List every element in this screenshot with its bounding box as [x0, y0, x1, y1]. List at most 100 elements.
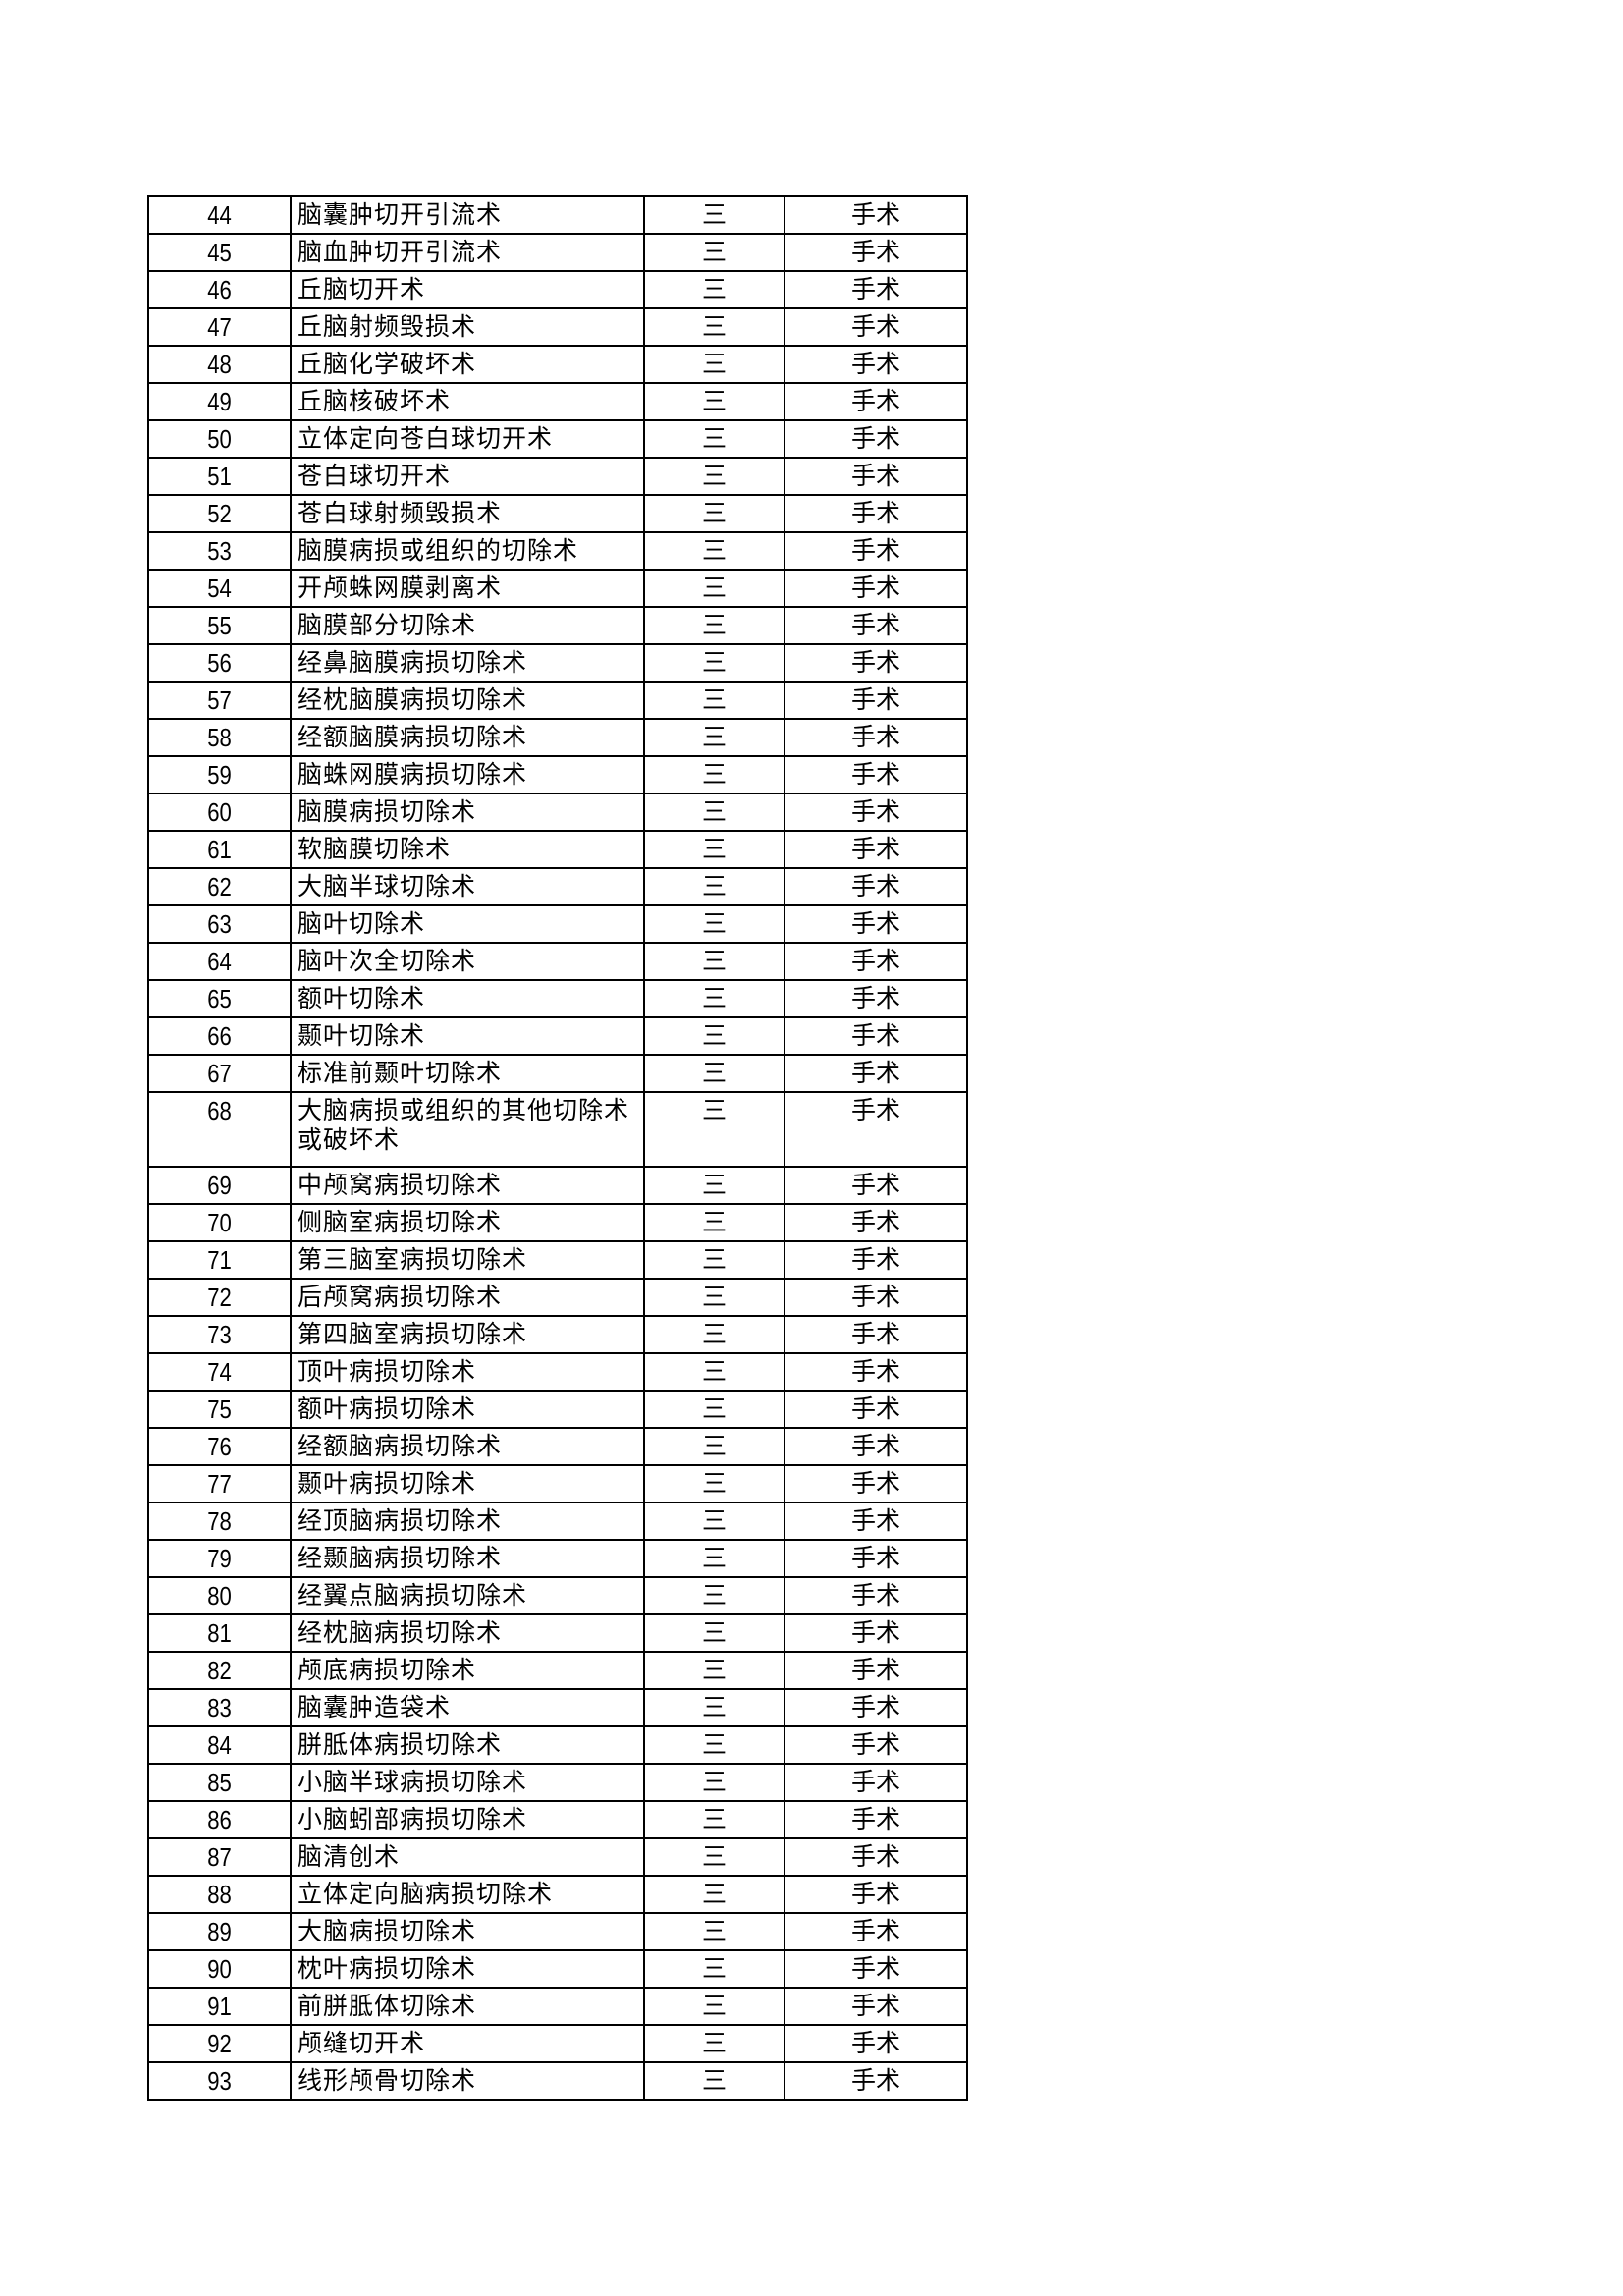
procedure-name-cell: 脑膜病损或组织的切除术 [290, 531, 645, 571]
procedure-name-cell: 颞叶病损切除术 [290, 1464, 645, 1503]
level-cell: 三 [643, 494, 785, 533]
row-number-cell: 54 [158, 569, 281, 608]
table-row: 49 丘脑核破坏术三手术 [148, 382, 968, 421]
category-cell: 手术 [784, 307, 968, 347]
table-row: 67 标准前颞叶切除术三手术 [148, 1054, 968, 1093]
level-cell: 三 [643, 1091, 785, 1168]
category-cell: 手术 [784, 1725, 968, 1765]
procedure-name-cell: 脑膜病损切除术 [290, 793, 645, 832]
procedure-name-cell: 小脑蚓部病损切除术 [290, 1800, 645, 1839]
procedure-name-cell: 小脑半球病损切除术 [290, 1763, 645, 1802]
procedure-name-cell: 立体定向苍白球切开术 [290, 419, 645, 459]
category-cell: 手术 [784, 2024, 968, 2063]
table-row: 82 颅底病损切除术三手术 [148, 1651, 968, 1690]
procedure-name-cell: 经枕脑病损切除术 [290, 1613, 645, 1653]
category-cell: 手术 [784, 793, 968, 832]
level-cell: 三 [643, 1390, 785, 1429]
table-row: 78 经顶脑病损切除术三手术 [148, 1502, 968, 1541]
row-number-cell: 49 [158, 382, 281, 421]
table-row: 81 经枕脑病损切除术三手术 [148, 1613, 968, 1653]
procedure-name-cell: 枕叶病损切除术 [290, 1949, 645, 1989]
category-cell: 手术 [784, 1016, 968, 1056]
category-cell: 手术 [784, 419, 968, 459]
category-cell: 手术 [784, 606, 968, 645]
procedure-name-cell: 大脑病损或组织的其他切除术或破坏术 [290, 1091, 645, 1168]
row-number-cell: 84 [158, 1725, 281, 1765]
category-cell: 手术 [784, 1203, 968, 1242]
procedure-name-cell: 颅底病损切除术 [290, 1651, 645, 1690]
level-cell: 三 [643, 1875, 785, 1914]
category-cell: 手术 [784, 382, 968, 421]
table-row: 89 大脑病损切除术三手术 [148, 1912, 968, 1951]
row-number-cell: 65 [158, 979, 281, 1018]
category-cell: 手术 [784, 1240, 968, 1280]
level-cell: 三 [643, 1800, 785, 1839]
row-number-cell: 82 [158, 1651, 281, 1690]
category-cell: 手术 [784, 345, 968, 384]
table-row: 73 第四脑室病损切除术三手术 [148, 1315, 968, 1354]
category-cell: 手术 [784, 904, 968, 944]
procedure-name-cell: 前胼胝体切除术 [290, 1987, 645, 2026]
level-cell: 三 [643, 830, 785, 869]
procedure-name-cell: 脑叶次全切除术 [290, 942, 645, 981]
table-row: 46 丘脑切开术三手术 [148, 270, 968, 309]
category-cell: 手术 [784, 979, 968, 1018]
category-cell: 手术 [784, 233, 968, 272]
level-cell: 三 [643, 1054, 785, 1093]
table-row: 70 侧脑室病损切除术三手术 [148, 1203, 968, 1242]
procedure-name-cell: 经额脑膜病损切除术 [290, 718, 645, 757]
category-cell: 手术 [784, 1502, 968, 1541]
row-number-cell: 83 [158, 1688, 281, 1727]
procedure-name-cell: 经颞脑病损切除术 [290, 1539, 645, 1578]
row-number-cell: 91 [158, 1987, 281, 2026]
table-row: 62 大脑半球切除术三手术 [148, 867, 968, 906]
level-cell: 三 [643, 1949, 785, 1989]
level-cell: 三 [643, 755, 785, 794]
table-row: 44 脑囊肿切开引流术三手术 [148, 195, 968, 235]
level-cell: 三 [643, 1763, 785, 1802]
category-cell: 手术 [784, 1091, 968, 1168]
level-cell: 三 [643, 1203, 785, 1242]
row-number-cell: 72 [158, 1278, 281, 1317]
table-row: 77 颞叶病损切除术三手术 [148, 1464, 968, 1503]
table-row: 93 线形颅骨切除术三手术 [148, 2061, 968, 2101]
procedure-name-cell: 侧脑室病损切除术 [290, 1203, 645, 1242]
category-cell: 手术 [784, 494, 968, 533]
category-cell: 手术 [784, 1315, 968, 1354]
row-number-cell: 93 [158, 2061, 281, 2101]
table-row: 86 小脑蚓部病损切除术三手术 [148, 1800, 968, 1839]
table-row: 63 脑叶切除术三手术 [148, 904, 968, 944]
row-number-cell: 57 [158, 681, 281, 720]
procedure-name-cell: 脑蛛网膜病损切除术 [290, 755, 645, 794]
row-number-cell: 81 [158, 1613, 281, 1653]
row-number-cell: 66 [158, 1016, 281, 1056]
procedure-name-cell: 额叶病损切除术 [290, 1390, 645, 1429]
category-cell: 手术 [784, 2061, 968, 2101]
row-number-cell: 69 [158, 1166, 281, 1205]
table-row: 76 经额脑病损切除术三手术 [148, 1427, 968, 1466]
procedure-name-cell: 大脑病损切除术 [290, 1912, 645, 1951]
category-cell: 手术 [784, 1613, 968, 1653]
procedure-name-cell: 顶叶病损切除术 [290, 1352, 645, 1392]
level-cell: 三 [643, 1651, 785, 1690]
row-number-cell: 58 [158, 718, 281, 757]
table-row: 80 经翼点脑病损切除术三手术 [148, 1576, 968, 1615]
level-cell: 三 [643, 1166, 785, 1205]
category-cell: 手术 [784, 1987, 968, 2026]
level-cell: 三 [643, 2024, 785, 2063]
category-cell: 手术 [784, 1278, 968, 1317]
table-row: 72 后颅窝病损切除术三手术 [148, 1278, 968, 1317]
table-row: 65 额叶切除术三手术 [148, 979, 968, 1018]
table-row: 48 丘脑化学破坏术三手术 [148, 345, 968, 384]
level-cell: 三 [643, 793, 785, 832]
level-cell: 三 [643, 531, 785, 571]
procedure-name-cell: 线形颅骨切除术 [290, 2061, 645, 2101]
row-number-cell: 47 [158, 307, 281, 347]
procedure-name-cell: 胼胝体病损切除术 [290, 1725, 645, 1765]
category-cell: 手术 [784, 1912, 968, 1951]
row-number-cell: 51 [158, 457, 281, 496]
procedure-name-cell: 脑膜部分切除术 [290, 606, 645, 645]
level-cell: 三 [643, 904, 785, 944]
procedure-name-cell: 标准前颞叶切除术 [290, 1054, 645, 1093]
table-row: 69 中颅窝病损切除术三手术 [148, 1166, 968, 1205]
